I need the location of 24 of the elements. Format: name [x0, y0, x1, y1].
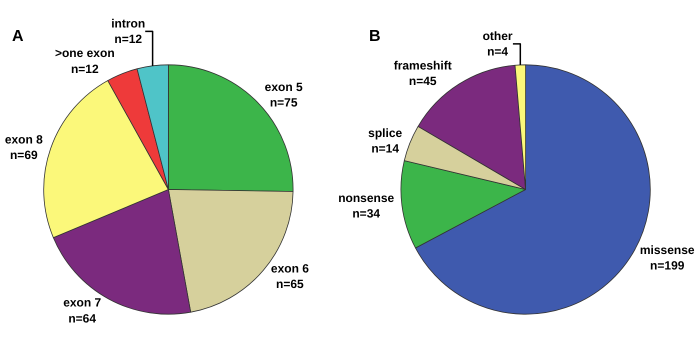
slice-label: frameshift — [394, 58, 452, 73]
data-label: n=199 — [650, 258, 685, 272]
data-label: n=69 — [10, 148, 38, 162]
data-label: n=12 — [114, 32, 142, 46]
data-label: n=34 — [352, 206, 380, 220]
data-label: n=75 — [270, 96, 298, 110]
data-label: n=14 — [371, 142, 400, 156]
slice-label: exon 8 — [4, 132, 44, 146]
slice-label: other — [482, 29, 513, 44]
slice-label: exon 7 — [63, 296, 102, 310]
data-label: n=4 — [487, 44, 508, 59]
slice-label: splice — [368, 126, 403, 140]
data-label: n=65 — [276, 277, 304, 292]
slice-label: exon 5 — [264, 80, 303, 94]
slice-label: exon 6 — [270, 262, 310, 276]
slice-label: >one exon — [54, 46, 115, 60]
chart-title: B — [369, 28, 381, 45]
slice-label: nonsense — [338, 190, 395, 205]
text: A — [12, 28, 24, 45]
slice-label: intron — [111, 16, 146, 31]
data-label: n=12 — [70, 62, 99, 76]
slice-label: missense — [640, 242, 695, 257]
data-label: n=64 — [68, 311, 96, 326]
data-label: n=45 — [408, 74, 437, 88]
